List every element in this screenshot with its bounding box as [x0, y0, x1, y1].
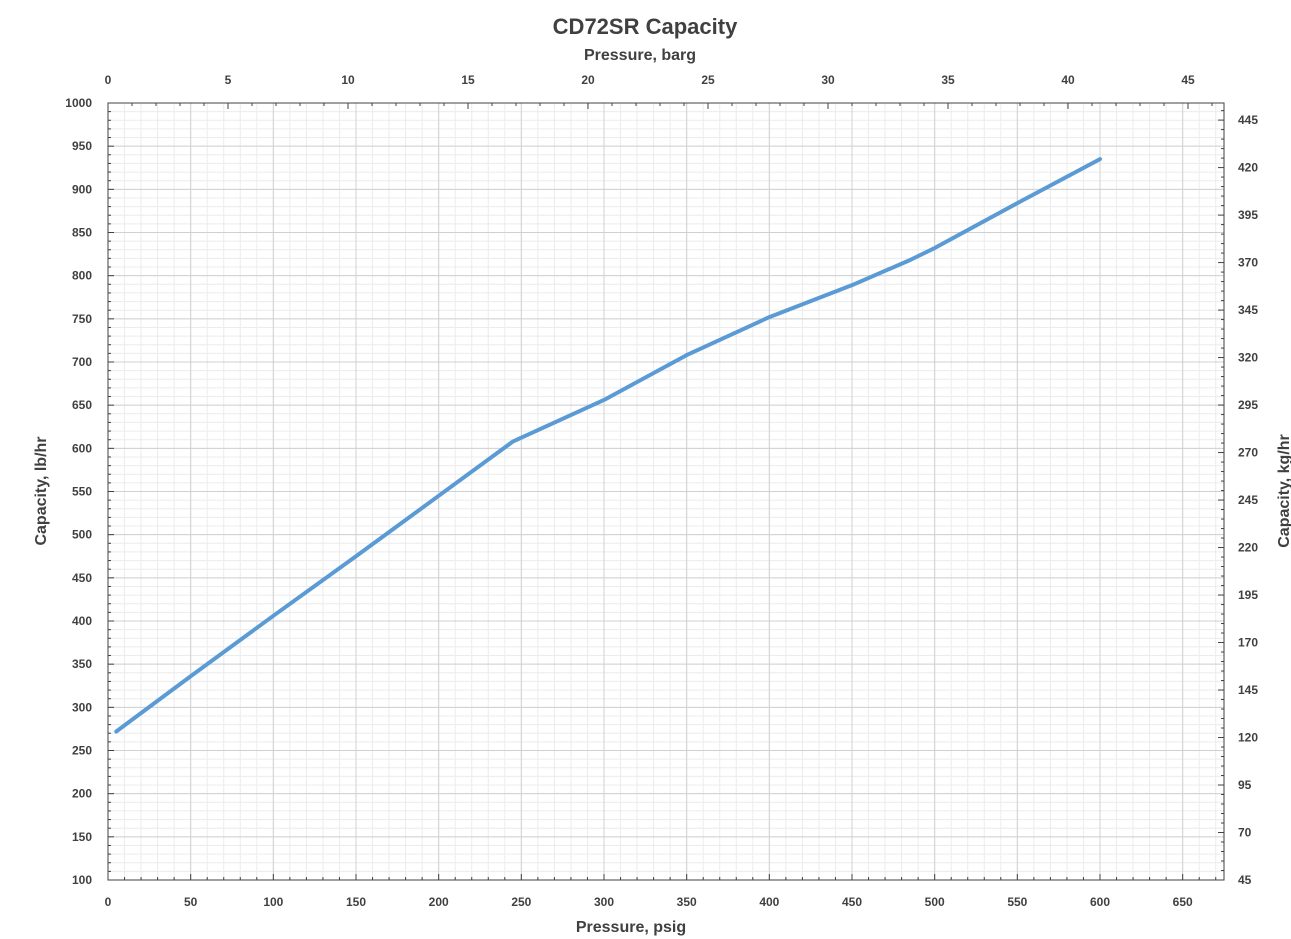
capacity-series-line [114, 157, 1102, 734]
y-axis-title: Capacity, lb/hr [33, 436, 50, 545]
top-x-tick-label: 5 [225, 73, 232, 87]
top-x-tick-label: 25 [701, 73, 715, 87]
right-y-tick-label: 245 [1238, 493, 1258, 507]
x-axis-title: Pressure, psig [576, 919, 686, 936]
y-tick-label: 550 [72, 485, 92, 499]
y-tick-label: 700 [72, 355, 92, 369]
right-y-tick-label: 170 [1238, 636, 1258, 650]
y-tick-label: 950 [72, 139, 92, 153]
y-tick-label: 350 [72, 657, 92, 671]
x-tick-label: 150 [346, 895, 366, 909]
x-tick-label: 600 [1090, 895, 1110, 909]
x-tick-label: 200 [429, 895, 449, 909]
x-tick-label: 350 [677, 895, 697, 909]
x-tick-label: 400 [759, 895, 779, 909]
x-tick-label: 0 [105, 895, 112, 909]
right-y-tick-label: 145 [1238, 683, 1258, 697]
y-tick-label: 300 [72, 700, 92, 714]
right-axis-title: Capacity, kg/hr [1276, 434, 1291, 548]
x-tick-label: 500 [925, 895, 945, 909]
x-tick-label: 650 [1173, 895, 1193, 909]
right-y-tick-label: 345 [1238, 303, 1258, 317]
right-y-tick-label: 70 [1238, 826, 1252, 840]
right-y-tick-label: 270 [1238, 446, 1258, 460]
y-tick-label: 100 [72, 873, 92, 887]
right-y-tick-label: 420 [1238, 161, 1258, 175]
right-y-tick-label: 45 [1238, 873, 1252, 887]
x-tick-label: 550 [1007, 895, 1027, 909]
chart-title: CD72SR Capacity [553, 14, 738, 39]
y-tick-label: 600 [72, 441, 92, 455]
right-y-tick-label: 220 [1238, 541, 1258, 555]
x-tick-label: 100 [263, 895, 283, 909]
y-tick-label: 900 [72, 182, 92, 196]
top-x-tick-label: 30 [821, 73, 835, 87]
y-tick-label: 650 [72, 398, 92, 412]
right-y-tick-label: 395 [1238, 208, 1258, 222]
right-y-tick-label: 320 [1238, 351, 1258, 365]
top-x-tick-label: 15 [461, 73, 475, 87]
right-y-tick-label: 120 [1238, 731, 1258, 745]
y-tick-label: 500 [72, 528, 92, 542]
x-tick-label: 50 [184, 895, 198, 909]
top-axis-title: Pressure, barg [584, 47, 696, 64]
y-tick-label: 800 [72, 269, 92, 283]
y-tick-label: 850 [72, 226, 92, 240]
right-y-tick-label: 195 [1238, 588, 1258, 602]
top-x-tick-label: 10 [341, 73, 355, 87]
top-x-tick-label: 0 [105, 73, 112, 87]
top-x-tick-label: 20 [581, 73, 595, 87]
right-y-tick-label: 445 [1238, 113, 1258, 127]
right-y-tick-label: 295 [1238, 398, 1258, 412]
major-grid [107, 102, 1224, 881]
top-x-tick-label: 35 [941, 73, 955, 87]
x-tick-label: 250 [511, 895, 531, 909]
y-tick-label: 750 [72, 312, 92, 326]
y-tick-label: 1000 [65, 96, 92, 110]
x-tick-label: 450 [842, 895, 862, 909]
y-tick-label: 150 [72, 830, 92, 844]
y-tick-label: 450 [72, 571, 92, 585]
tick-labels: 0 50 100 150 200 250 300 350 400 450 500 550 600 6501… [65, 73, 1258, 909]
y-tick-label: 200 [72, 787, 92, 801]
top-x-tick-label: 40 [1061, 73, 1075, 87]
top-x-tick-label: 45 [1181, 73, 1195, 87]
y-tick-label: 400 [72, 614, 92, 628]
tick-marks [107, 102, 1224, 881]
x-tick-label: 300 [594, 895, 614, 909]
right-y-tick-label: 370 [1238, 256, 1258, 270]
right-y-tick-label: 95 [1238, 778, 1252, 792]
y-tick-label: 250 [72, 744, 92, 758]
series-layer [114, 157, 1102, 734]
